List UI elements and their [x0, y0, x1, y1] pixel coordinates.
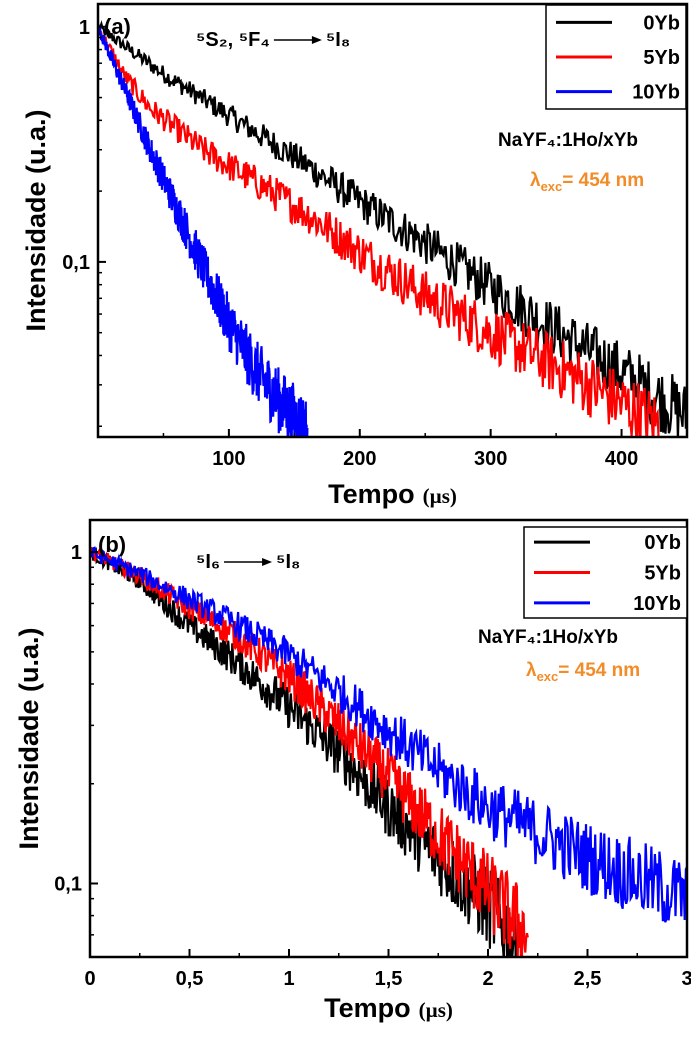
legend-label-5Yb: 5Yb [644, 563, 681, 585]
legend-label-0Yb: 0Yb [644, 532, 681, 554]
series-line-10Yb [90, 546, 687, 923]
legend-label-5Yb: 5Yb [643, 47, 680, 69]
transition-lower-label: ⁵I₈ [326, 29, 350, 51]
x-tick-label: 0,5 [176, 968, 204, 990]
panel-label: (a) [104, 14, 131, 39]
legend: 0Yb 5Yb 10Yb [545, 4, 687, 110]
x-tick-label: 100 [212, 448, 245, 470]
legend-label-0Yb: 0Yb [643, 12, 680, 34]
legend-label-10Yb: 10Yb [632, 82, 680, 104]
panel-label: (b) [98, 532, 126, 557]
transition-upper-label: ⁵S₂, ⁵F₄ [196, 29, 270, 51]
x-tick-label: 1 [283, 968, 294, 990]
transition-lower-label: ⁵I₈ [276, 551, 300, 573]
y-tick-label: 0,1 [62, 252, 90, 274]
chart-panel-a: 100 200 300 400 1 0,1 Tempo (µs) Intensidade (u.… [21, 2, 689, 509]
x-tick-label: 0 [84, 968, 95, 990]
series-line-0Yb [90, 547, 517, 957]
x-tick-label: 1,5 [375, 968, 403, 990]
x-tick-label: 3 [681, 968, 691, 990]
plot-frame [96, 2, 689, 439]
sample-label: NaYF₄:1Ho/xYb [498, 130, 638, 151]
y-tick-label: 1 [71, 542, 82, 564]
series-line-10Yb [98, 24, 309, 437]
legend-label-10Yb: 10Yb [633, 593, 681, 615]
x-tick-label: 2,5 [574, 968, 602, 990]
x-tick-label: 300 [474, 448, 507, 470]
plot-area [90, 546, 687, 957]
y-tick-label: 1 [79, 17, 90, 39]
x-axis-label: Tempo (µs) [328, 479, 457, 509]
sample-label: NaYF₄:1Ho/xYb [478, 627, 618, 648]
x-tick-label: 400 [605, 448, 638, 470]
y-tick-label: 0,1 [54, 873, 82, 895]
y-axis-label: Intensidade (u.a.) [21, 109, 51, 331]
x-tick-label: 2 [482, 968, 493, 990]
y-axis-label: Intensidade (u.a.) [14, 627, 44, 849]
series-line-5Yb [98, 24, 660, 437]
legend: 0Yb 5Yb 10Yb [523, 526, 688, 619]
plot-area [98, 20, 687, 437]
chart-panel-b: 0 0,5 1 1,5 2 2,5 3 1 0,1 Tempo (µs) Intensidade (u… [14, 518, 691, 1023]
x-axis-label: Tempo (µs) [324, 993, 453, 1023]
x-tick-label: 200 [343, 448, 376, 470]
excitation-label: λexc= 454 nm [526, 660, 640, 684]
series-line-0Yb [98, 20, 687, 437]
excitation-label: λexc= 454 nm [530, 170, 644, 194]
transition-upper-label: ⁵I₆ [196, 551, 220, 573]
